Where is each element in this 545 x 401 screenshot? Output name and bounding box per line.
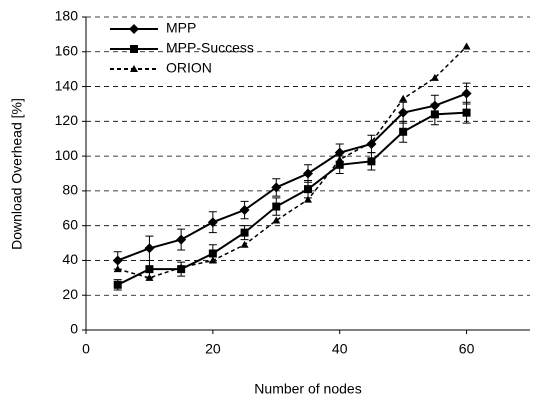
y-tick-label: 80 — [62, 182, 78, 198]
y-axis-label: Download Overhead [%] — [9, 98, 25, 250]
marker — [304, 185, 312, 194]
marker — [272, 202, 281, 211]
y-tick-label: 160 — [55, 42, 79, 58]
marker — [430, 73, 439, 81]
marker — [334, 147, 345, 158]
marker — [272, 216, 281, 224]
marker — [303, 168, 313, 179]
y-tick-label: 40 — [62, 251, 78, 267]
y-tick-label: 20 — [62, 286, 78, 302]
series-line — [117, 111, 467, 286]
marker — [145, 273, 154, 281]
series-line — [117, 92, 467, 262]
series-line — [117, 46, 468, 279]
y-tick-label: 120 — [55, 112, 79, 128]
marker — [271, 182, 282, 193]
marker — [240, 240, 249, 248]
y-tick-label: 0 — [70, 321, 78, 337]
marker — [462, 42, 471, 50]
marker — [461, 88, 472, 99]
marker — [367, 157, 376, 166]
marker — [176, 234, 187, 245]
marker — [144, 243, 155, 254]
marker — [207, 217, 218, 228]
marker — [113, 265, 122, 273]
marker — [462, 108, 471, 117]
x-tick-label: 0 — [82, 341, 90, 357]
legend-marker — [130, 65, 138, 72]
marker — [335, 160, 344, 169]
x-tick-label: 20 — [205, 341, 221, 357]
x-axis-label: Number of nodes — [254, 381, 361, 397]
marker — [398, 107, 409, 118]
marker — [430, 110, 439, 119]
marker — [239, 205, 250, 216]
marker — [113, 280, 122, 289]
x-tick-label: 60 — [459, 341, 475, 357]
marker — [367, 138, 376, 146]
marker — [399, 94, 408, 102]
y-tick-label: 140 — [55, 77, 79, 93]
legend-marker — [130, 45, 138, 53]
marker — [335, 155, 344, 163]
marker — [304, 195, 312, 203]
legend-label: ORION — [166, 60, 212, 76]
marker — [145, 265, 154, 274]
legend-marker — [129, 24, 139, 34]
marker — [177, 263, 186, 271]
marker — [399, 127, 408, 136]
y-tick-label: 180 — [55, 8, 79, 24]
x-tick-label: 40 — [332, 341, 348, 357]
legend-label: MPP-Success — [166, 40, 254, 56]
marker — [240, 228, 249, 237]
legend-label: MPP — [166, 20, 196, 36]
marker — [208, 256, 217, 264]
marker — [112, 255, 123, 266]
y-tick-label: 60 — [62, 216, 78, 232]
marker — [208, 249, 217, 258]
y-tick-label: 100 — [55, 147, 79, 163]
